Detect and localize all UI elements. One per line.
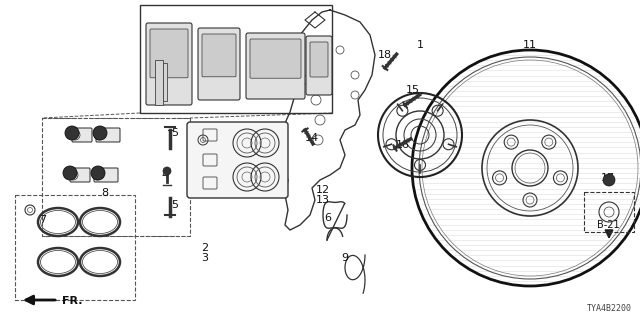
Text: 14: 14: [305, 133, 319, 143]
Circle shape: [603, 174, 615, 186]
FancyBboxPatch shape: [310, 42, 328, 77]
Text: 16: 16: [396, 140, 410, 150]
Text: 15: 15: [406, 85, 420, 95]
Text: 2: 2: [202, 243, 209, 253]
FancyBboxPatch shape: [198, 28, 240, 100]
Text: 9: 9: [341, 253, 349, 263]
FancyBboxPatch shape: [202, 34, 236, 77]
Text: 17: 17: [601, 173, 615, 183]
FancyBboxPatch shape: [246, 33, 305, 99]
Text: FR.: FR.: [62, 296, 83, 306]
Text: 13: 13: [316, 195, 330, 205]
FancyBboxPatch shape: [72, 128, 92, 142]
FancyBboxPatch shape: [155, 60, 163, 105]
Text: 10: 10: [151, 63, 165, 73]
FancyBboxPatch shape: [306, 36, 332, 95]
FancyBboxPatch shape: [250, 39, 301, 78]
Text: 1: 1: [417, 40, 424, 50]
Text: 7: 7: [40, 215, 47, 225]
Text: B-21: B-21: [596, 220, 620, 230]
Text: 8: 8: [101, 188, 109, 198]
Text: 11: 11: [523, 40, 537, 50]
Text: TYA4B2200: TYA4B2200: [587, 304, 632, 313]
FancyBboxPatch shape: [94, 168, 118, 182]
FancyBboxPatch shape: [70, 168, 90, 182]
Circle shape: [63, 166, 77, 180]
Circle shape: [163, 167, 171, 175]
Circle shape: [91, 166, 105, 180]
Circle shape: [65, 126, 79, 140]
Circle shape: [93, 126, 107, 140]
FancyBboxPatch shape: [146, 23, 192, 105]
FancyBboxPatch shape: [96, 128, 120, 142]
FancyBboxPatch shape: [187, 122, 288, 198]
FancyBboxPatch shape: [150, 29, 188, 78]
FancyBboxPatch shape: [163, 63, 167, 101]
Text: 5: 5: [172, 200, 179, 210]
Text: 18: 18: [378, 50, 392, 60]
Text: 4: 4: [161, 170, 168, 180]
Text: 3: 3: [202, 253, 209, 263]
Text: 12: 12: [316, 185, 330, 195]
Text: 6: 6: [324, 213, 332, 223]
Text: 5: 5: [172, 128, 179, 138]
